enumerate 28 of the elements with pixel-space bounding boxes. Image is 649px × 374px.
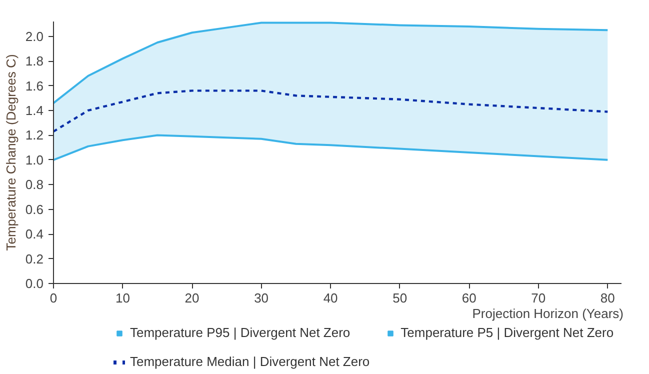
- y-tick-label: 1.4: [25, 102, 44, 118]
- x-tick-label: 20: [184, 290, 200, 306]
- legend-label: Temperature P95 | Divergent Net Zero: [130, 325, 350, 340]
- y-tick-label: 2.0: [25, 28, 44, 44]
- y-tick-label: 0.0: [25, 276, 44, 291]
- x-tick-label: 60: [462, 290, 476, 306]
- y-tick-label: 1.0: [25, 152, 44, 168]
- y-tick-label: 0.8: [25, 177, 44, 192]
- x-tick-label: 70: [531, 290, 546, 306]
- x-tick-label: 0: [50, 290, 58, 306]
- x-axis-title: Projection Horizon (Years): [472, 306, 624, 321]
- x-tick-label: 50: [392, 290, 408, 306]
- y-tick-label: 1.8: [25, 54, 44, 69]
- x-tick-label: 10: [116, 290, 130, 306]
- legend-label: Temperature P5 | Divergent Net Zero: [400, 325, 614, 340]
- y-tick-label: 0.4: [25, 226, 44, 242]
- line-series: [54, 22, 609, 104]
- line-series: [54, 134, 609, 161]
- y-tick-label: 1.6: [25, 78, 44, 94]
- legend-label: Temperature Median | Divergent Net Zero: [130, 354, 370, 369]
- line-series: [54, 90, 609, 133]
- y-tick-label: 1.2: [25, 128, 44, 143]
- x-tick-label: 40: [323, 290, 338, 306]
- x-tick-label: 80: [600, 290, 615, 306]
- x-tick-label: 30: [254, 290, 269, 306]
- y-tick-label: 0.6: [25, 202, 44, 217]
- y-axis-title: Temperature Change (Degrees C): [3, 54, 18, 251]
- y-tick-label: 0.2: [25, 251, 44, 266]
